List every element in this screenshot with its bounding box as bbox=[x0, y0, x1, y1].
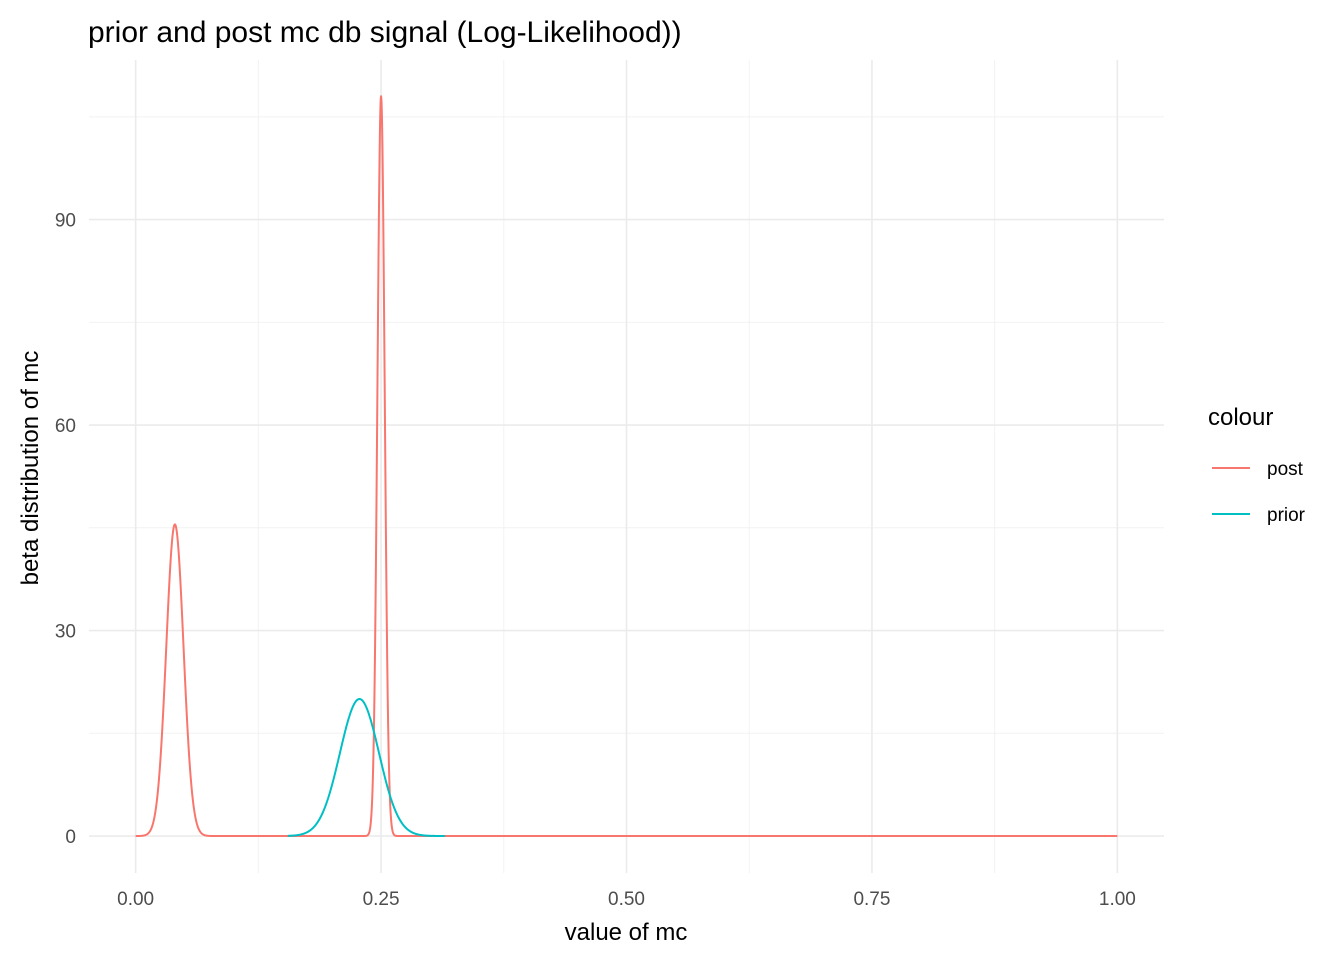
x-tick-label: 1.00 bbox=[1099, 889, 1136, 910]
plot-grid bbox=[89, 60, 1164, 873]
legend-title: colour bbox=[1208, 404, 1273, 431]
series-line-prior bbox=[286, 698, 446, 837]
legend-items: post prior bbox=[1212, 459, 1306, 526]
x-tick-label: 0.00 bbox=[117, 889, 154, 910]
legend-label-prior: prior bbox=[1267, 505, 1306, 526]
x-tick-label: 0.75 bbox=[853, 889, 890, 910]
chart-title: prior and post mc db signal (Log-Likelih… bbox=[88, 16, 682, 49]
y-tick-label: 30 bbox=[55, 622, 76, 643]
y-tick-label: 90 bbox=[55, 211, 76, 232]
x-axis-ticks: 0.00 0.25 0.50 0.75 1.00 bbox=[117, 889, 1136, 910]
series-line-post bbox=[134, 95, 1119, 838]
y-axis-ticks: 0 30 60 90 bbox=[55, 211, 76, 848]
legend-label-post: post bbox=[1267, 459, 1304, 480]
x-axis-title: value of mc bbox=[565, 919, 688, 946]
x-tick-label: 0.25 bbox=[363, 889, 400, 910]
legend: colour post prior bbox=[1208, 404, 1306, 526]
y-tick-label: 0 bbox=[65, 827, 76, 848]
x-tick-label: 0.50 bbox=[608, 889, 645, 910]
y-tick-label: 60 bbox=[55, 416, 76, 437]
plot-series bbox=[134, 95, 1119, 838]
y-axis-title: beta distribution of mc bbox=[17, 351, 44, 586]
